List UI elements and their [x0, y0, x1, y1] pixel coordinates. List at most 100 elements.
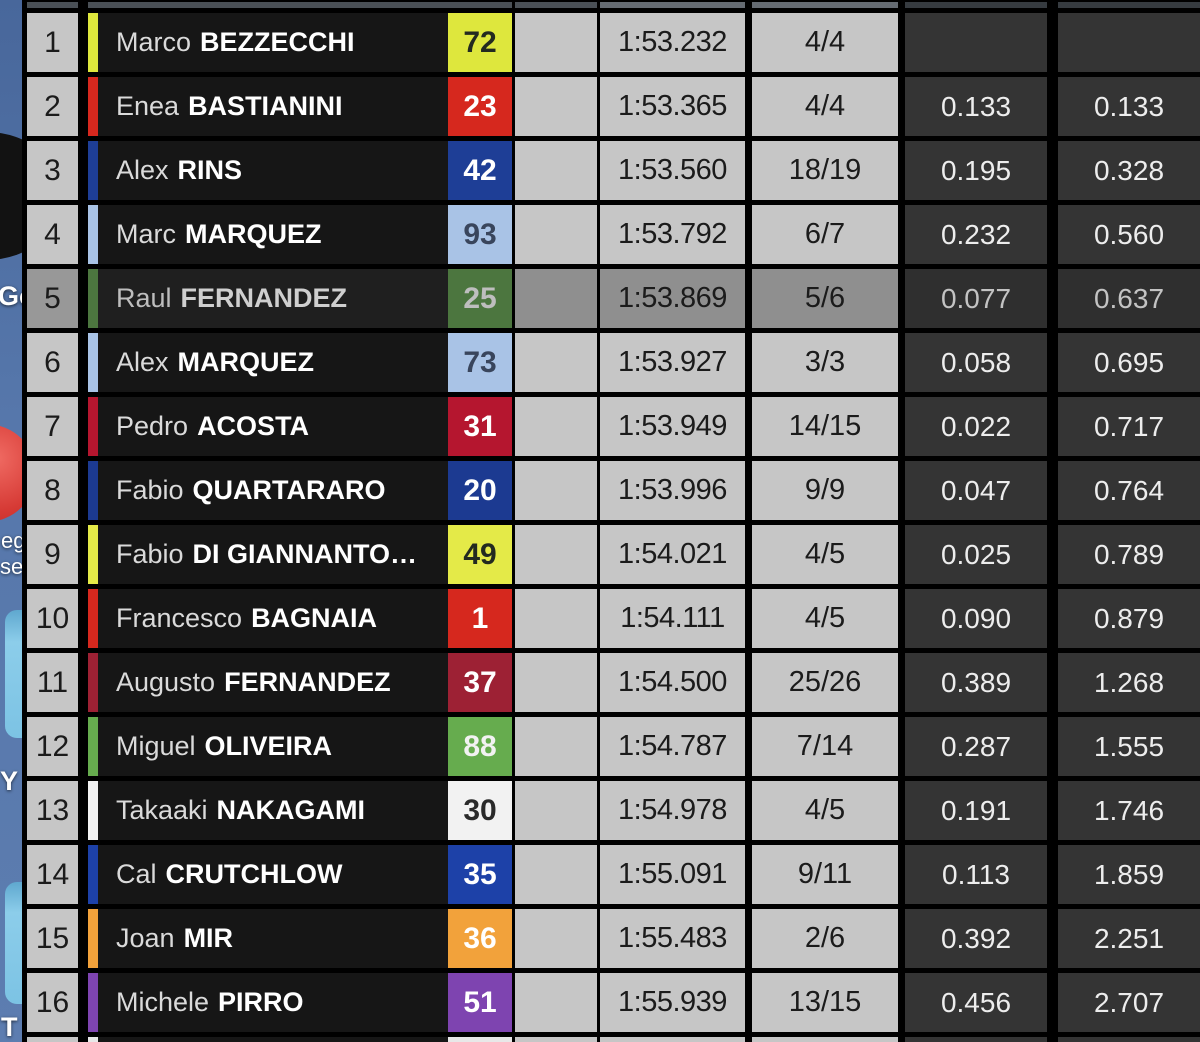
lap-time-cell: 1:54.021 — [600, 525, 745, 584]
laps-cell: 3/3 — [752, 333, 898, 392]
timing-row[interactable]: 8 Fabio QUARTARARO 20 1:53.996 9/9 0.047 0.764 — [27, 461, 1200, 520]
timing-row[interactable]: 7 Pedro ACOSTA 31 1:53.949 14/15 0.022 0.717 — [27, 397, 1200, 456]
timing-row[interactable]: 5 Raul FERNANDEZ 25 1:53.869 5/6 0.077 0.637 — [27, 269, 1200, 328]
position-cell: 14 — [27, 845, 78, 904]
rider-number-plate: 88 — [448, 717, 512, 776]
rider-first-name: Fabio — [116, 539, 184, 569]
rider-last-name: ACOSTA — [197, 411, 310, 441]
timing-row[interactable]: 11 Augusto FERNANDEZ 37 1:54.500 25/26 0.389 1.… — [27, 653, 1200, 712]
rider-number-plate: 20 — [448, 461, 512, 520]
rider-number-plate: 93 — [448, 205, 512, 264]
laps-cell: 4/4 — [752, 77, 898, 136]
team-color-stripe — [88, 973, 98, 1032]
rider-cell: Cal CRUTCHLOW 35 — [88, 845, 512, 904]
lap-time-cell: 1:54.111 — [600, 589, 745, 648]
rider-name: Raul FERNANDEZ — [98, 269, 448, 328]
rider-cell: Enea BASTIANINI 23 — [88, 77, 512, 136]
spacer-cell — [515, 205, 597, 264]
gap-previous-cell: 0.022 — [905, 397, 1047, 456]
position-cell: 8 — [27, 461, 78, 520]
timing-row[interactable]: 13 Takaaki NAKAGAMI 30 1:54.978 4/5 0.191 1.746 — [27, 781, 1200, 840]
rider-last-name: BASTIANINI — [188, 91, 343, 121]
rider-cell: Marco BEZZECCHI 72 — [88, 13, 512, 72]
timing-row[interactable]: 9 Fabio DI GIANNANTO… 49 1:54.021 4/5 0.025 0.7… — [27, 525, 1200, 584]
gap-previous-cell: 0.191 — [905, 781, 1047, 840]
laps-cell: 6/7 — [752, 205, 898, 264]
rider-first-name: Enea — [116, 91, 180, 121]
rider-first-name: Alex — [116, 347, 169, 377]
position-cell: 1 — [27, 13, 78, 72]
rider-last-name: MIR — [183, 923, 234, 953]
rider-name: Miguel OLIVEIRA — [98, 717, 448, 776]
rider-number-plate: 37 — [448, 653, 512, 712]
position-cell: 15 — [27, 909, 78, 968]
rider-number-plate: 23 — [448, 77, 512, 136]
laps-cell: 5/6 — [752, 269, 898, 328]
timing-row[interactable]: 2 Enea BASTIANINI 23 1:53.365 4/4 0.133 0.133 — [27, 77, 1200, 136]
spacer-cell — [515, 525, 597, 584]
lap-time-cell — [600, 1037, 745, 1042]
rider-number-plate — [448, 1037, 512, 1042]
team-color-stripe — [88, 909, 98, 968]
background-cyan-app-icon — [5, 882, 22, 1004]
gap-leader-cell: 0.560 — [1058, 205, 1200, 264]
header-gap-previous-cell — [905, 2, 1047, 8]
spacer-cell — [515, 461, 597, 520]
timing-row[interactable]: 12 Miguel OLIVEIRA 88 1:54.787 7/14 0.287 1.555 — [27, 717, 1200, 776]
header-spacer-cell — [515, 2, 597, 8]
timing-row[interactable]: 15 Joan MIR 36 1:55.483 2/6 0.392 2.251 — [27, 909, 1200, 968]
spacer-cell — [515, 781, 597, 840]
timing-row[interactable]: 16 Michele PIRRO 51 1:55.939 13/15 0.456 2.707 — [27, 973, 1200, 1032]
timing-row[interactable]: 6 Alex MARQUEZ 73 1:53.927 3/3 0.058 0.695 — [27, 333, 1200, 392]
team-color-stripe — [88, 461, 98, 520]
rider-cell: Alex MARQUEZ 73 — [88, 333, 512, 392]
gap-previous-cell: 0.456 — [905, 973, 1047, 1032]
rider-first-name: Francesco — [116, 603, 243, 633]
gap-previous-cell: 0.058 — [905, 333, 1047, 392]
header-rider-cell — [88, 2, 512, 8]
spacer-cell — [515, 973, 597, 1032]
header-laps-cell — [752, 2, 898, 8]
lap-time-cell: 1:53.232 — [600, 13, 745, 72]
laps-cell: 4/5 — [752, 589, 898, 648]
timing-row[interactable]: 3 Alex RINS 42 1:53.560 18/19 0.195 0.328 — [27, 141, 1200, 200]
rider-cell — [88, 1037, 512, 1042]
rider-last-name: QUARTARARO — [192, 475, 386, 505]
gap-leader-cell: 0.328 — [1058, 141, 1200, 200]
rider-first-name: Takaaki — [116, 795, 208, 825]
background-cyan-app-icon — [5, 610, 22, 738]
lap-time-cell: 1:53.927 — [600, 333, 745, 392]
rider-name: Augusto FERNANDEZ — [98, 653, 448, 712]
rider-last-name: DI GIANNANTO… — [192, 539, 418, 569]
team-color-stripe — [88, 845, 98, 904]
laps-cell: 9/9 — [752, 461, 898, 520]
rider-first-name: Raul — [116, 283, 172, 313]
lap-time-cell: 1:54.500 — [600, 653, 745, 712]
laps-cell: 7/14 — [752, 717, 898, 776]
rider-number-plate: 73 — [448, 333, 512, 392]
timing-rows-container: 1 Marco BEZZECCHI 72 1:53.232 4/4 2 Enea BASTIAN… — [27, 13, 1200, 1042]
rider-number-plate: 49 — [448, 525, 512, 584]
timing-row[interactable]: 1 Marco BEZZECCHI 72 1:53.232 4/4 — [27, 13, 1200, 72]
position-cell: 13 — [27, 781, 78, 840]
position-cell: 16 — [27, 973, 78, 1032]
gap-leader-cell: 1.555 — [1058, 717, 1200, 776]
rider-first-name: Augusto — [116, 667, 216, 697]
background-label-go: Go — [0, 281, 22, 311]
lap-time-cell: 1:53.949 — [600, 397, 745, 456]
rider-name: Takaaki NAKAGAMI — [98, 781, 448, 840]
rider-number-plate: 51 — [448, 973, 512, 1032]
timing-row[interactable]: 14 Cal CRUTCHLOW 35 1:55.091 9/11 0.113 1.859 — [27, 845, 1200, 904]
rider-last-name: FERNANDEZ — [224, 667, 391, 697]
rider-last-name: PIRRO — [218, 987, 304, 1017]
timing-row[interactable]: 4 Marc MARQUEZ 93 1:53.792 6/7 0.232 0.560 — [27, 205, 1200, 264]
timing-row[interactable]: 10 Francesco BAGNAIA 1 1:54.111 4/5 0.090 0.879 — [27, 589, 1200, 648]
gap-previous-cell: 0.077 — [905, 269, 1047, 328]
gap-previous-cell: 0.392 — [905, 909, 1047, 968]
rider-number-plate: 36 — [448, 909, 512, 968]
rider-number-plate: 35 — [448, 845, 512, 904]
laps-cell: 4/5 — [752, 525, 898, 584]
team-color-stripe — [88, 397, 98, 456]
lap-time-cell: 1:54.787 — [600, 717, 745, 776]
timing-row-partial[interactable] — [27, 1037, 1200, 1042]
